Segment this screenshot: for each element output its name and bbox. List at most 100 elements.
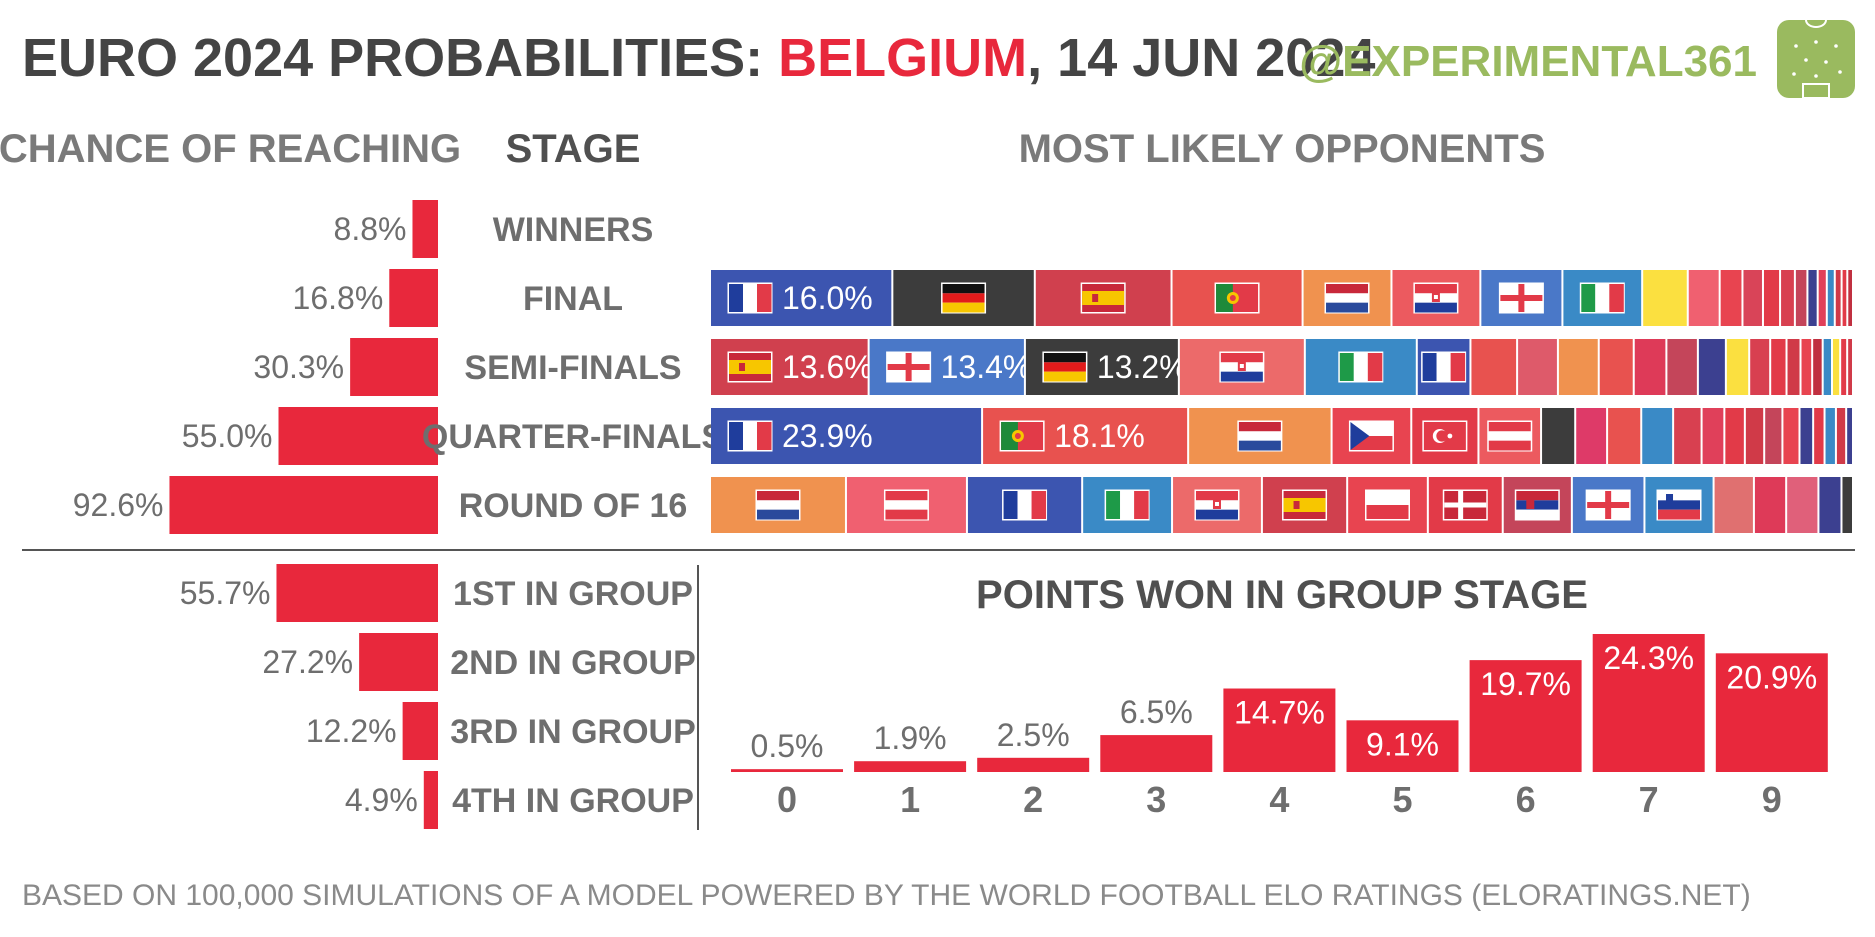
opponent-segment-quarter-finals-portugal: 18.1% <box>983 408 1188 464</box>
group-bar-2nd-in-group <box>359 633 438 691</box>
opponent-segment-final-other-8 <box>1643 270 1687 326</box>
group-bar-4th-in-group <box>423 771 438 829</box>
opponent-segment-quarter-finals-other-17 <box>1814 408 1824 464</box>
points-bar-0 <box>731 769 843 772</box>
points-value-3: 6.5% <box>1120 694 1193 730</box>
opponent-segment-final-portugal <box>1172 270 1302 326</box>
opponent-segment-final-other-9 <box>1688 270 1719 326</box>
flag-netherlands-icon <box>755 489 801 521</box>
opponent-segment-round-of-16-denmark <box>1428 477 1502 533</box>
points-category-1: 1 <box>900 779 920 820</box>
opponent-segment-semi-finals-other-12 <box>1698 339 1725 395</box>
points-value-9: 20.9% <box>1726 659 1817 695</box>
opponent-segment-semi-finals-other-13 <box>1726 339 1749 395</box>
points-bar-7 <box>1592 634 1705 772</box>
opponent-value-final-france: 16.0% <box>782 280 873 316</box>
opponent-segment-semi-finals-england: 13.4% <box>869 339 1031 395</box>
group-value-3rd-in-group: 12.2% <box>306 713 397 749</box>
reach-stage-round-of-16: ROUND OF 16 <box>459 487 688 525</box>
points-bar-1 <box>854 761 967 772</box>
opponent-segment-semi-finals-other-19 <box>1823 339 1832 395</box>
flag-denmark-icon <box>1442 489 1488 521</box>
flag-croatia-icon <box>1413 282 1459 314</box>
opponent-segment-round-of-16-serbia <box>1503 477 1571 533</box>
opponent-segment-quarter-finals-other-11 <box>1702 408 1724 464</box>
opponent-segment-round-of-16-england <box>1572 477 1644 533</box>
opponent-segment-semi-finals-spain: 13.6% <box>711 339 873 395</box>
pitch-logo-icon <box>1777 19 1855 99</box>
points-bar-4 <box>1223 688 1336 772</box>
flag-france-icon <box>727 282 773 314</box>
opponent-segment-quarter-finals-turkiye <box>1412 408 1478 464</box>
points-category-0: 0 <box>777 779 797 820</box>
opponent-segment-final-other-11 <box>1743 270 1762 326</box>
opponent-segment-final-france: 16.0% <box>711 270 892 326</box>
opponent-segment-quarter-finals-netherlands <box>1189 408 1331 464</box>
opponent-segment-round-of-16-other-11 <box>1714 477 1753 533</box>
opponent-segment-semi-finals-france <box>1417 339 1470 395</box>
group-stage-4th-in-group: 4TH IN GROUP <box>452 782 694 820</box>
flag-czechia-icon <box>1348 420 1394 452</box>
reach-value-final: 16.8% <box>293 280 384 316</box>
opponent-segment-quarter-finals-other-12 <box>1725 408 1744 464</box>
flag-portugal-icon <box>999 420 1045 452</box>
reach-value-quarter-finals: 55.0% <box>182 418 273 454</box>
opponent-segment-semi-finals-other-21 <box>1841 339 1847 395</box>
points-category-9: 9 <box>1762 779 1782 820</box>
reach-stage-winners: WINNERS <box>493 211 654 249</box>
opponent-segment-final-other-14 <box>1795 270 1807 326</box>
points-category-2: 2 <box>1023 779 1043 820</box>
twitter-handle: @EXPERIMENTAL361 <box>1299 37 1757 86</box>
flag-portugal-icon <box>1214 282 1260 314</box>
opponent-segment-final-other-19 <box>1842 270 1847 326</box>
flag-austria-icon <box>1487 420 1533 452</box>
opponent-segment-semi-finals-other-8 <box>1558 339 1598 395</box>
opponent-segment-round-of-16-france <box>967 477 1082 533</box>
opponent-segment-quarter-finals-other-19 <box>1836 408 1846 464</box>
opponent-segment-quarter-finals-austria <box>1479 408 1541 464</box>
reach-value-semi-finals: 30.3% <box>253 349 344 385</box>
footer-note: BASED ON 100,000 SIMULATIONS OF A MODEL … <box>22 879 1751 912</box>
opponent-segment-semi-finals-germany: 13.2% <box>1025 339 1188 395</box>
flag-austria-icon <box>883 489 929 521</box>
flag-italy-icon <box>1579 282 1625 314</box>
opponent-segment-round-of-16-other-14 <box>1819 477 1841 533</box>
opponent-segment-final-england <box>1481 270 1562 326</box>
opponent-segment-final-croatia <box>1392 270 1480 326</box>
opponent-segment-quarter-finals-other-18 <box>1825 408 1835 464</box>
opponent-segment-semi-finals-other-10 <box>1634 339 1666 395</box>
opponent-segment-semi-finals-other-11 <box>1667 339 1697 395</box>
group-stage-1st-in-group: 1ST IN GROUP <box>453 575 693 613</box>
opponent-segment-round-of-16-croatia <box>1173 477 1261 533</box>
opponent-segment-semi-finals-other-6 <box>1471 339 1517 395</box>
flag-england-icon <box>886 351 932 383</box>
opponent-segment-semi-finals-other-15 <box>1771 339 1786 395</box>
opponent-segment-semi-finals-other-22 <box>1848 339 1852 395</box>
flag-france-icon <box>727 420 773 452</box>
opponent-segment-quarter-finals-other-14 <box>1765 408 1782 464</box>
opponent-segment-final-spain <box>1035 270 1171 326</box>
opponent-segment-round-of-16-italy <box>1083 477 1172 533</box>
points-category-4: 4 <box>1269 779 1289 820</box>
group-stage-2nd-in-group: 2ND IN GROUP <box>450 644 696 682</box>
opponent-segment-final-germany <box>893 270 1034 326</box>
flag-turkiye-icon <box>1422 420 1468 452</box>
flag-france-icon <box>1002 489 1048 521</box>
reach-value-round-of-16: 92.6% <box>73 487 164 523</box>
reach-bar-final <box>389 269 438 327</box>
reach-bar-semi-finals <box>350 338 438 396</box>
opponent-segment-final-other-20 <box>1848 270 1852 326</box>
flag-croatia-icon <box>1219 351 1265 383</box>
points-value-0: 0.5% <box>751 728 824 764</box>
group-value-1st-in-group: 55.7% <box>180 575 271 611</box>
opponent-segment-quarter-finals-other-8 <box>1608 408 1641 464</box>
reach-bar-round-of-16 <box>169 476 438 534</box>
header-opponents: MOST LIKELY OPPONENTS <box>1019 127 1546 171</box>
reach-stage-final: FINAL <box>523 280 623 318</box>
points-category-6: 6 <box>1516 779 1536 820</box>
opponent-segment-final-other-18 <box>1835 270 1841 326</box>
opponent-segment-round-of-16-other-15 <box>1842 477 1852 533</box>
opponent-segment-final-other-15 <box>1808 270 1817 326</box>
points-bar-2 <box>977 757 1090 772</box>
